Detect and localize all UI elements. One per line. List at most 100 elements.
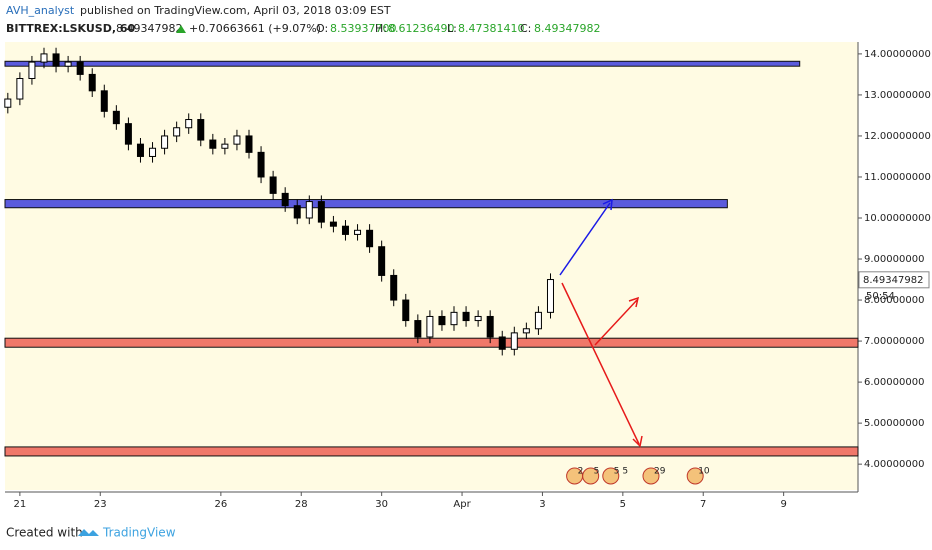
y-tick-label: 4.00000000 <box>864 459 924 470</box>
y-tick-label: 11.00000000 <box>864 172 931 183</box>
candle-body <box>414 320 422 338</box>
brand[interactable]: TradingView <box>102 526 176 540</box>
candle-body <box>534 311 542 330</box>
candle-body <box>16 78 24 100</box>
candle-body <box>498 336 506 350</box>
arrow-head <box>632 435 643 448</box>
candle-body <box>136 143 144 157</box>
open-key: O: <box>316 22 328 35</box>
close-key: C: <box>520 22 531 35</box>
event-icon <box>582 467 600 485</box>
x-tick-label: 21 <box>14 499 27 510</box>
candle-body <box>161 135 169 149</box>
low-key: L: <box>447 22 457 35</box>
arrow <box>561 282 640 445</box>
candle-body <box>438 315 446 326</box>
close-value: 8.49347982 <box>534 22 600 35</box>
candle-body <box>402 299 410 322</box>
y-tick-label: 14.00000000 <box>864 49 931 60</box>
candle-body <box>474 315 482 322</box>
candle-body <box>257 151 265 178</box>
x-tick-label: Apr <box>453 499 471 510</box>
candle-body <box>390 274 398 301</box>
candle-body <box>221 143 229 149</box>
candle-body <box>293 205 301 219</box>
candle-body <box>510 332 518 350</box>
candle-body <box>112 110 120 125</box>
candle-body <box>450 311 458 326</box>
low-value: 8.47381410 <box>458 22 524 35</box>
candle-body <box>173 127 181 137</box>
event-icon <box>686 467 704 485</box>
marks: 4.00000000 5.00000000 6.00000000 7.00000000… <box>4 47 931 510</box>
high-key: H: <box>375 22 387 35</box>
x-tick-label: 5 <box>620 499 626 510</box>
candle-body <box>486 315 494 338</box>
candle-body <box>100 90 108 112</box>
candle-body <box>366 229 374 248</box>
event-label: 29 <box>654 467 666 477</box>
event-icon <box>602 467 620 485</box>
candle-body <box>4 98 12 108</box>
candle-body <box>462 311 470 322</box>
zone <box>4 199 728 209</box>
candle-body <box>52 53 60 67</box>
zone <box>4 446 859 457</box>
author[interactable]: AVH_analyst <box>6 4 75 17</box>
countdown: 50:54 <box>866 291 895 302</box>
x-tick-label: 28 <box>295 499 308 510</box>
candle-body <box>426 315 434 338</box>
candle-body <box>522 328 530 334</box>
footer <box>0 516 932 550</box>
y-tick-label: 12.00000000 <box>864 131 931 142</box>
candle-body <box>40 53 48 63</box>
x-tick-label: 30 <box>375 499 388 510</box>
candle-body <box>341 225 349 235</box>
plot-area <box>5 42 858 490</box>
change: +0.70663661 (+9.07%) <box>189 22 321 35</box>
y-tick-label: 6.00000000 <box>864 377 924 388</box>
open-value: 8.53937700 <box>330 22 396 35</box>
arrow <box>559 202 611 276</box>
event-label: 5 <box>594 467 600 477</box>
candle-body <box>233 135 241 145</box>
candle-body <box>88 73 96 92</box>
event-label: 2 <box>578 467 584 477</box>
y-tick-label: 8.00000000 <box>864 295 924 306</box>
candle-body <box>329 221 337 227</box>
x-tick-label: 7 <box>700 499 706 510</box>
candle-body <box>28 61 36 80</box>
candle-body <box>76 61 84 75</box>
logo <box>78 529 99 536</box>
candle-body <box>317 201 325 223</box>
x-tick-label: 3 <box>539 499 545 510</box>
y-tick-label: 7.00000000 <box>864 336 924 347</box>
y-tick-label: 9.00000000 <box>864 254 924 265</box>
created-with: Created with <box>6 526 83 540</box>
candle-body <box>281 192 289 207</box>
symbol: BITTREX:LSKUSD, 60 <box>6 22 136 35</box>
candle-body <box>64 61 72 67</box>
x-tick-label: 26 <box>214 499 227 510</box>
published: published on TradingView.com, April 03, … <box>80 4 391 17</box>
y-tick-label: 13.00000000 <box>864 90 931 101</box>
y-tick-label: 10.00000000 <box>864 213 931 224</box>
candle-body <box>546 279 554 313</box>
y-tick-label: 5.00000000 <box>864 418 924 429</box>
candle-body <box>185 119 193 129</box>
arrow-head <box>628 296 640 308</box>
event-label: 10 <box>698 467 710 477</box>
up-triangle <box>176 25 186 33</box>
candle-body <box>197 119 205 141</box>
event-label: 5 5 <box>614 467 628 477</box>
candle-body <box>149 147 157 157</box>
x-tick-label: 23 <box>94 499 107 510</box>
candle-body <box>305 201 313 219</box>
last-price-box <box>858 271 930 289</box>
candle-body <box>209 139 217 149</box>
candle-body <box>354 229 362 235</box>
last-price-label: 8.49347982 <box>863 275 923 286</box>
zone <box>4 60 801 67</box>
candle-body <box>124 123 132 145</box>
